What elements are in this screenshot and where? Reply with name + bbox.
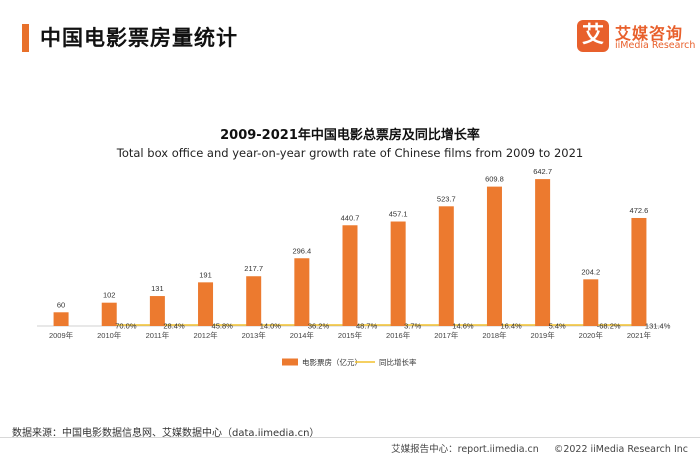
- growth-rate-label: 5.4%: [549, 322, 566, 331]
- bar-value-label: 217.7: [244, 264, 263, 273]
- title-accent-bar: [22, 24, 29, 52]
- x-tick-label: 2018年: [482, 330, 507, 340]
- x-tick-label: 2020年: [579, 330, 604, 340]
- bar-value-label: 60: [57, 300, 65, 309]
- footer-divider: [0, 437, 700, 438]
- x-tick-label: 2017年: [434, 330, 459, 340]
- bar-value-label: 457.1: [389, 210, 408, 219]
- logo-text-cn: 艾媒咨询: [615, 24, 684, 43]
- x-tick-label: 2019年: [531, 330, 556, 340]
- bar-2013年: [246, 276, 262, 326]
- growth-rate-label: 131.4%: [645, 322, 671, 331]
- bar-2016年: [390, 221, 406, 326]
- iimedia-logo: 艾 艾媒咨询 iiMedia Research: [577, 20, 696, 54]
- bar-value-label: 523.7: [437, 194, 456, 203]
- x-tick-label: 2015年: [338, 330, 363, 340]
- bar-value-label: 191: [199, 270, 212, 279]
- x-tick-label: 2013年: [242, 330, 267, 340]
- bar-value-label: 131: [151, 284, 164, 293]
- growth-rate-label: 70.0%: [115, 322, 137, 331]
- bar-2017年: [438, 206, 454, 326]
- x-tick-label: 2016年: [386, 330, 411, 340]
- chart-subtitle: Total box office and year-on-year growth…: [116, 146, 584, 160]
- bar-2009年: [53, 312, 69, 326]
- x-tick-label: 2014年: [290, 330, 315, 340]
- x-tick-label: 2011年: [146, 330, 170, 340]
- growth-rate-label: 14.0%: [260, 322, 282, 331]
- footer: 艾媒报告中心：report.iimedia.cn ©2022 iiMedia R…: [379, 441, 688, 455]
- growth-rate-label: 3.7%: [404, 322, 421, 331]
- legend-bar-label: 电影票房（亿元）: [302, 357, 362, 367]
- bar-2011年: [149, 296, 165, 326]
- x-tick-label: 2009年: [49, 330, 74, 340]
- data-source: 数据来源：中国电影数据信息网、艾媒数据中心（data.iimedia.cn）: [12, 428, 320, 439]
- growth-rate-label: 36.2%: [308, 322, 330, 331]
- growth-rate-label: 16.4%: [500, 322, 522, 331]
- growth-rate-label: 28.4%: [163, 322, 185, 331]
- bar-2018年: [486, 186, 502, 326]
- growth-rate-label: 48.7%: [356, 322, 378, 331]
- logo-mark-icon: 艾: [577, 20, 609, 52]
- legend-line-label: 同比增长率: [379, 357, 417, 367]
- bar-value-label: 102: [103, 291, 116, 300]
- x-tick-label: 2021年: [627, 330, 652, 340]
- growth-rate-label: 45.8%: [212, 322, 234, 331]
- legend-bar-swatch: [282, 358, 298, 366]
- x-tick-label: 2012年: [193, 330, 218, 340]
- bar-2014年: [294, 258, 310, 326]
- bar-value-label: 296.4: [292, 246, 311, 255]
- chart-title: 2009-2021年中国电影总票房及同比增长率: [220, 128, 480, 143]
- bar-value-label: 642.7: [533, 167, 552, 176]
- bar-value-label: 609.8: [485, 175, 504, 184]
- copyright: ©2022 iiMedia Research Inc: [553, 444, 688, 455]
- bar-value-label: 440.7: [341, 213, 360, 222]
- bar-2021年: [631, 217, 647, 326]
- growth-rate-label: -68.2%: [597, 322, 621, 331]
- bar-value-label: 472.6: [630, 206, 649, 215]
- bar-2010年: [101, 302, 117, 326]
- bar-2015年: [342, 225, 358, 326]
- bar-value-label: 204.2: [581, 267, 600, 276]
- bar-2020年: [583, 279, 599, 326]
- bar-2012年: [198, 282, 214, 326]
- bar-2019年: [535, 179, 551, 326]
- x-tick-label: 2010年: [97, 330, 122, 340]
- page-title: 中国电影票房量统计: [40, 26, 238, 50]
- report-center-link[interactable]: 艾媒报告中心：report.iimedia.cn: [391, 444, 539, 455]
- growth-rate-label: 14.6%: [452, 322, 474, 331]
- logo-text-en: iiMedia Research: [615, 40, 696, 51]
